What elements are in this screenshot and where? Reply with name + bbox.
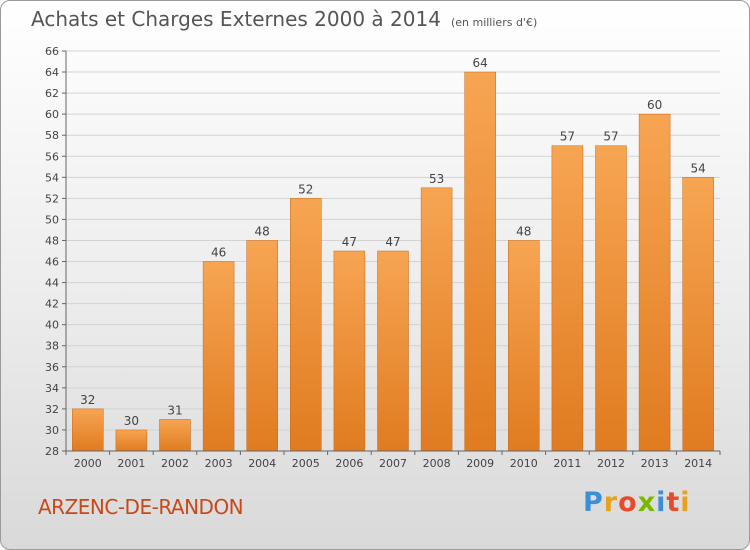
- bar-2004: [246, 240, 278, 452]
- x-tick-label: 2006: [335, 457, 363, 470]
- data-label: 31: [167, 403, 182, 417]
- data-label: 46: [211, 246, 226, 260]
- data-label: 57: [603, 130, 618, 144]
- x-tick-label: 2010: [510, 457, 538, 470]
- y-tick-label: 50: [45, 213, 59, 226]
- x-axis-ticks: 2000 2001 2002 2003 2004 2005 2006 2007 2008 2009…: [65, 451, 721, 470]
- y-tick-label: 66: [45, 45, 59, 58]
- x-tick-label: 2000: [74, 457, 102, 470]
- bar-2010: [508, 240, 540, 452]
- data-label: 32: [80, 393, 95, 407]
- y-axis-ticks: 28 30 32 34 36 38 40 42 44 46 48 50 52 54 56 58 60 62 64 66: [45, 45, 66, 458]
- bar-2000: [72, 408, 104, 452]
- data-labels: 32 30 31 46 48 52 47 47 53 64 48 57 57 60 54: [80, 56, 706, 428]
- chart-subtitle: (en milliers d'€): [450, 16, 538, 29]
- x-tick-label: 2004: [248, 457, 276, 470]
- chart-axes: [65, 51, 720, 452]
- y-tick-label: 38: [45, 340, 59, 353]
- proxiti-logo: Proxiti: [583, 487, 691, 518]
- data-label: 54: [691, 161, 706, 175]
- data-label: 48: [255, 224, 270, 238]
- y-tick-label: 46: [45, 256, 59, 269]
- data-label: 47: [342, 235, 357, 249]
- data-label: 64: [473, 56, 488, 70]
- brand-letter: t: [666, 487, 681, 518]
- brand-letter: i: [656, 487, 667, 518]
- x-tick-label: 2005: [292, 457, 320, 470]
- data-label: 60: [647, 98, 662, 112]
- x-tick-label: 2008: [423, 457, 451, 470]
- chart-title: Achats et Charges Externes 2000 à 2014 (e…: [31, 7, 537, 31]
- y-tick-label: 34: [45, 382, 59, 395]
- y-tick-label: 60: [45, 108, 59, 121]
- x-tick-label: 2014: [684, 457, 712, 470]
- chart-title-text: Achats et Charges Externes 2000 à 2014: [31, 7, 441, 31]
- x-tick-label: 2012: [597, 457, 625, 470]
- bar-2003: [202, 261, 235, 452]
- y-tick-label: 62: [45, 87, 59, 100]
- brand-letter: x: [637, 487, 657, 518]
- bar-2014: [682, 177, 714, 452]
- y-tick-label: 30: [45, 424, 59, 437]
- y-tick-label: 64: [45, 66, 59, 79]
- y-tick-label: 52: [45, 192, 59, 205]
- y-tick-label: 42: [45, 298, 59, 311]
- x-tick-label: 2003: [205, 457, 233, 470]
- x-tick-label: 2002: [161, 457, 189, 470]
- bar-2008: [420, 187, 453, 452]
- data-label: 30: [124, 414, 139, 428]
- x-tick-label: 2013: [641, 457, 669, 470]
- bar-2002: [159, 419, 191, 452]
- bar-2007: [377, 250, 409, 452]
- bar-2009: [464, 71, 496, 452]
- bar-2005: [290, 198, 322, 452]
- brand-letter: o: [618, 487, 638, 518]
- x-tick-label: 2011: [553, 457, 581, 470]
- y-tick-label: 40: [45, 319, 59, 332]
- data-label: 52: [298, 182, 313, 196]
- chart-bars: [72, 71, 714, 452]
- y-tick-label: 44: [45, 277, 59, 290]
- brand-letter: r: [603, 487, 619, 518]
- y-tick-label: 48: [45, 234, 59, 247]
- data-label: 47: [385, 235, 400, 249]
- bar-2001: [115, 429, 148, 452]
- y-tick-label: 28: [45, 445, 59, 458]
- y-tick-label: 54: [45, 171, 59, 184]
- y-tick-label: 58: [45, 129, 59, 142]
- data-label: 53: [429, 172, 444, 186]
- brand-letter: i: [680, 487, 691, 518]
- commune-name: ARZENC-DE-RANDON: [38, 495, 244, 519]
- data-label: 57: [560, 130, 575, 144]
- y-tick-label: 56: [45, 150, 59, 163]
- brand-letter: P: [583, 487, 604, 518]
- bar-2013: [638, 113, 671, 452]
- x-tick-label: 2007: [379, 457, 407, 470]
- bar-2011: [551, 145, 584, 452]
- x-tick-label: 2001: [117, 457, 145, 470]
- y-tick-label: 32: [45, 403, 59, 416]
- bar-2012: [595, 145, 627, 452]
- bar-2006: [333, 250, 366, 452]
- data-label: 48: [516, 224, 531, 238]
- x-tick-label: 2009: [466, 457, 494, 470]
- y-tick-label: 36: [45, 361, 59, 374]
